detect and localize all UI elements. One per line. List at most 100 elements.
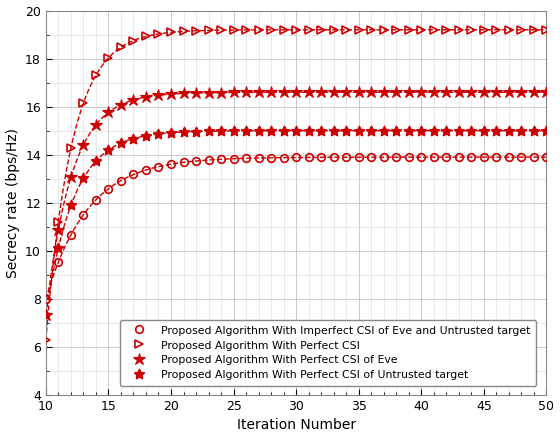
Proposed Algorithm With Perfect CSI (255, 27, 262, 32)
Proposed Algorithm With Perfect CSI (330, 27, 337, 32)
Proposed Algorithm With Perfect CSI (155, 31, 162, 36)
Proposed Algorithm With Perfect CSI of Untrusted target (530, 128, 537, 133)
Proposed Algorithm With Imperfect CSI of Eve and Untrusted target (242, 155, 249, 161)
Proposed Algorithm With Perfect CSI of Eve (468, 90, 475, 95)
Proposed Algorithm With Perfect CSI of Eve (205, 90, 212, 95)
Proposed Algorithm With Perfect CSI of Eve (418, 90, 424, 95)
Proposed Algorithm With Perfect CSI of Untrusted target (205, 129, 212, 134)
Proposed Algorithm With Perfect CSI (293, 27, 300, 32)
Proposed Algorithm With Perfect CSI (118, 45, 124, 50)
Proposed Algorithm With Imperfect CSI of Eve and Untrusted target (305, 155, 312, 160)
Proposed Algorithm With Perfect CSI (268, 27, 274, 32)
Proposed Algorithm With Perfect CSI of Eve (268, 90, 274, 95)
Line: Proposed Algorithm With Imperfect CSI of Eve and Untrusted target: Proposed Algorithm With Imperfect CSI of… (42, 153, 550, 303)
Proposed Algorithm With Perfect CSI (242, 27, 249, 32)
Proposed Algorithm With Perfect CSI of Eve (55, 227, 62, 233)
Proposed Algorithm With Perfect CSI (493, 27, 500, 32)
Proposed Algorithm With Perfect CSI of Untrusted target (543, 128, 550, 133)
Proposed Algorithm With Imperfect CSI of Eve and Untrusted target (205, 157, 212, 162)
Proposed Algorithm With Imperfect CSI of Eve and Untrusted target (468, 155, 475, 160)
Proposed Algorithm With Perfect CSI of Untrusted target (455, 128, 462, 133)
Proposed Algorithm With Perfect CSI (368, 27, 375, 32)
Proposed Algorithm With Perfect CSI of Untrusted target (68, 203, 74, 208)
Proposed Algorithm With Perfect CSI of Eve (480, 90, 487, 95)
Proposed Algorithm With Imperfect CSI of Eve and Untrusted target (293, 155, 300, 160)
Proposed Algorithm With Perfect CSI of Untrusted target (105, 148, 112, 153)
Proposed Algorithm With Perfect CSI of Untrusted target (193, 129, 199, 134)
Proposed Algorithm With Perfect CSI of Untrusted target (418, 128, 424, 133)
Proposed Algorithm With Perfect CSI of Untrusted target (143, 133, 150, 138)
Proposed Algorithm With Perfect CSI (80, 101, 87, 106)
Proposed Algorithm With Perfect CSI of Eve (405, 90, 412, 95)
Proposed Algorithm With Perfect CSI of Untrusted target (130, 136, 137, 141)
X-axis label: Iteration Number: Iteration Number (236, 418, 356, 432)
Proposed Algorithm With Perfect CSI of Eve (431, 90, 437, 95)
Proposed Algorithm With Perfect CSI of Untrusted target (118, 141, 124, 146)
Proposed Algorithm With Perfect CSI of Untrusted target (268, 128, 274, 134)
Proposed Algorithm With Perfect CSI of Untrusted target (506, 128, 512, 133)
Proposed Algorithm With Perfect CSI (380, 27, 387, 32)
Proposed Algorithm With Perfect CSI of Untrusted target (330, 128, 337, 133)
Proposed Algorithm With Perfect CSI of Eve (543, 90, 550, 95)
Proposed Algorithm With Perfect CSI of Eve (318, 90, 325, 95)
Proposed Algorithm With Perfect CSI (480, 27, 487, 32)
Proposed Algorithm With Perfect CSI (455, 27, 462, 32)
Proposed Algorithm With Perfect CSI of Untrusted target (493, 128, 500, 133)
Proposed Algorithm With Perfect CSI (143, 34, 150, 39)
Proposed Algorithm With Imperfect CSI of Eve and Untrusted target (455, 155, 462, 160)
Proposed Algorithm With Perfect CSI of Eve (518, 90, 525, 95)
Proposed Algorithm With Perfect CSI of Eve (380, 90, 387, 95)
Proposed Algorithm With Perfect CSI of Eve (167, 92, 174, 97)
Proposed Algorithm With Imperfect CSI of Eve and Untrusted target (393, 155, 400, 160)
Proposed Algorithm With Perfect CSI (318, 27, 325, 32)
Proposed Algorithm With Perfect CSI (468, 27, 475, 32)
Proposed Algorithm With Perfect CSI of Untrusted target (255, 128, 262, 134)
Proposed Algorithm With Perfect CSI of Eve (343, 90, 349, 95)
Proposed Algorithm With Imperfect CSI of Eve and Untrusted target (180, 160, 187, 165)
Proposed Algorithm With Perfect CSI of Untrusted target (518, 128, 525, 133)
Proposed Algorithm With Perfect CSI of Eve (506, 90, 512, 95)
Proposed Algorithm With Perfect CSI (280, 27, 287, 32)
Proposed Algorithm With Perfect CSI of Eve (118, 102, 124, 107)
Proposed Algorithm With Perfect CSI (393, 27, 400, 32)
Proposed Algorithm With Perfect CSI of Eve (455, 90, 462, 95)
Proposed Algorithm With Perfect CSI of Untrusted target (280, 128, 287, 133)
Proposed Algorithm With Perfect CSI of Untrusted target (380, 128, 387, 133)
Proposed Algorithm With Perfect CSI of Untrusted target (230, 128, 237, 134)
Proposed Algorithm With Perfect CSI of Untrusted target (155, 131, 162, 137)
Proposed Algorithm With Perfect CSI of Untrusted target (293, 128, 300, 133)
Proposed Algorithm With Imperfect CSI of Eve and Untrusted target (380, 155, 387, 160)
Proposed Algorithm With Perfect CSI of Eve (255, 90, 262, 95)
Proposed Algorithm With Imperfect CSI of Eve and Untrusted target (230, 156, 237, 161)
Proposed Algorithm With Imperfect CSI of Eve and Untrusted target (167, 162, 174, 167)
Proposed Algorithm With Perfect CSI (180, 29, 187, 34)
Proposed Algorithm With Imperfect CSI of Eve and Untrusted target (431, 155, 437, 160)
Proposed Algorithm With Imperfect CSI of Eve and Untrusted target (543, 155, 550, 160)
Proposed Algorithm With Perfect CSI of Untrusted target (443, 128, 450, 133)
Proposed Algorithm With Imperfect CSI of Eve and Untrusted target (130, 172, 137, 177)
Proposed Algorithm With Imperfect CSI of Eve and Untrusted target (92, 197, 99, 202)
Proposed Algorithm With Perfect CSI (218, 28, 225, 33)
Proposed Algorithm With Imperfect CSI of Eve and Untrusted target (143, 167, 150, 173)
Proposed Algorithm With Imperfect CSI of Eve and Untrusted target (80, 212, 87, 217)
Proposed Algorithm With Imperfect CSI of Eve and Untrusted target (268, 155, 274, 160)
Proposed Algorithm With Imperfect CSI of Eve and Untrusted target (480, 155, 487, 160)
Proposed Algorithm With Imperfect CSI of Eve and Untrusted target (255, 155, 262, 161)
Proposed Algorithm With Imperfect CSI of Eve and Untrusted target (118, 178, 124, 183)
Line: Proposed Algorithm With Perfect CSI: Proposed Algorithm With Perfect CSI (41, 25, 550, 344)
Proposed Algorithm With Perfect CSI (343, 27, 349, 32)
Proposed Algorithm With Perfect CSI of Untrusted target (80, 176, 87, 181)
Proposed Algorithm With Imperfect CSI of Eve and Untrusted target (43, 296, 49, 301)
Proposed Algorithm With Perfect CSI (55, 219, 62, 224)
Proposed Algorithm With Imperfect CSI of Eve and Untrusted target (518, 155, 525, 160)
Proposed Algorithm With Imperfect CSI of Eve and Untrusted target (368, 155, 375, 160)
Proposed Algorithm With Perfect CSI of Untrusted target (305, 128, 312, 133)
Proposed Algorithm With Perfect CSI (205, 28, 212, 33)
Proposed Algorithm With Perfect CSI of Eve (493, 90, 500, 95)
Proposed Algorithm With Perfect CSI of Eve (230, 90, 237, 95)
Proposed Algorithm With Perfect CSI (167, 30, 174, 35)
Proposed Algorithm With Perfect CSI of Eve (305, 90, 312, 95)
Proposed Algorithm With Perfect CSI (92, 73, 99, 78)
Proposed Algorithm With Perfect CSI of Untrusted target (242, 128, 249, 134)
Proposed Algorithm With Imperfect CSI of Eve and Untrusted target (105, 186, 112, 191)
